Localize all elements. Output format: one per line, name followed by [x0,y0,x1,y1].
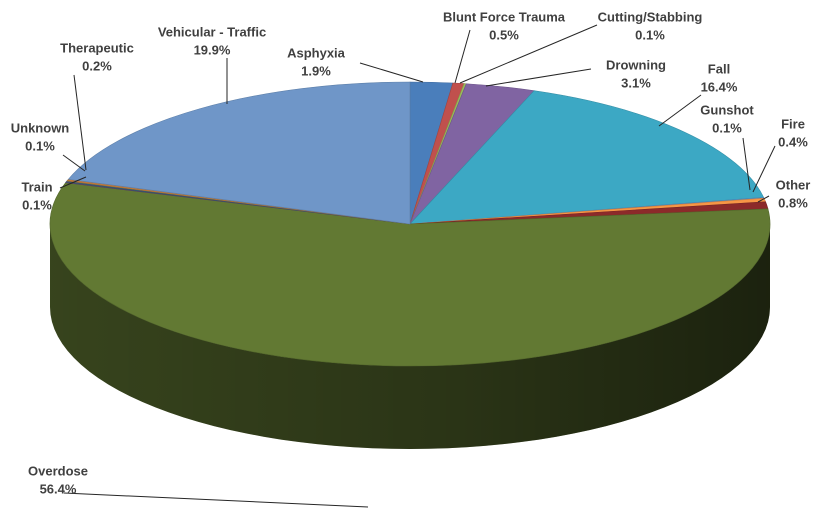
leader-line-other [757,195,770,203]
slice-value-overdose: 56.4% [40,482,77,497]
slice-label-therapeutic: Therapeutic [60,41,134,56]
slice-label-vehicular-traffic: Vehicular - Traffic [158,25,266,40]
slice-value-vehicular-traffic: 19.9% [194,43,231,58]
leader-line-train [59,176,87,189]
leader-line-overdose [63,492,369,508]
pie-top-slices [49,81,771,367]
leader-line-drowning [485,68,592,87]
slice-label-gunshot: Gunshot [700,103,754,118]
leader-line-cutting-stabbing [459,24,598,84]
slice-fall [409,90,765,225]
slice-label-fall: Fall [708,62,730,77]
slice-label-other: Other [776,178,811,193]
slice-value-fall: 16.4% [701,80,738,95]
slice-label-fire: Fire [781,117,805,132]
slice-value-asphyxia: 1.9% [301,64,331,79]
pie-depth-walls [50,224,770,449]
slice-labels: Asphyxia 1.9% Blunt Force Trauma 0.5% Cuttin… [11,10,811,497]
leader-line-unknown [62,154,86,172]
slice-overdose [49,182,771,367]
slice-label-overdose: Overdose [28,464,88,479]
slice-value-therapeutic: 0.2% [82,59,112,74]
slice-value-drowning: 3.1% [621,76,651,91]
slice-label-blunt-force-trauma: Blunt Force Trauma [443,10,566,25]
slice-value-other: 0.8% [778,196,808,211]
label-leader-lines [59,24,776,508]
slice-label-asphyxia: Asphyxia [287,46,346,61]
leader-line-gunshot [742,137,751,191]
slice-vehicular-traffic [67,81,411,225]
leader-line-blunt-force-trauma [454,29,471,84]
leader-line-fall [658,94,702,127]
slice-value-fire: 0.4% [778,135,808,150]
slice-value-blunt-force-trauma: 0.5% [489,28,519,43]
slice-label-train: Train [21,180,52,195]
slice-label-unknown: Unknown [11,121,70,136]
leader-line-asphyxia [359,62,424,83]
slice-value-unknown: 0.1% [25,139,55,154]
slice-wall-shading-overdose [50,224,770,449]
leader-line-fire [752,145,776,193]
slice-value-cutting-stabbing: 0.1% [635,28,665,43]
slice-label-drowning: Drowning [606,58,666,73]
leader-line-therapeutic [73,74,87,171]
slice-value-train: 0.1% [22,198,52,213]
slice-label-cutting-stabbing: Cutting/Stabbing [598,10,703,25]
slice-value-gunshot: 0.1% [712,121,742,136]
